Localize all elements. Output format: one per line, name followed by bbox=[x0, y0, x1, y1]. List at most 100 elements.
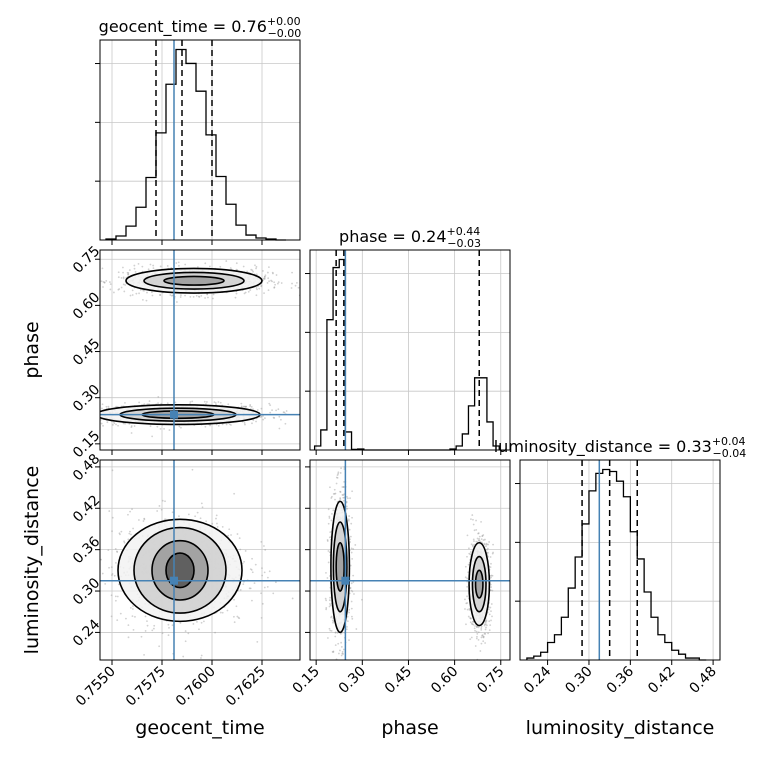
sample-point bbox=[145, 299, 148, 302]
sample-point bbox=[89, 412, 91, 414]
sample-point bbox=[468, 607, 471, 610]
sample-point bbox=[111, 530, 113, 533]
sample-point bbox=[126, 271, 129, 274]
sample-point bbox=[242, 265, 245, 268]
sample-point bbox=[233, 621, 236, 624]
sample-point bbox=[469, 553, 472, 556]
sample-point bbox=[295, 281, 298, 284]
sample-point bbox=[489, 624, 492, 627]
sample-point bbox=[327, 522, 330, 525]
sample-point bbox=[283, 411, 286, 414]
sample-point bbox=[178, 425, 181, 428]
sample-point bbox=[115, 423, 117, 426]
sample-point bbox=[472, 538, 475, 541]
sample-point bbox=[166, 402, 169, 405]
sample-point bbox=[465, 602, 468, 605]
sample-point bbox=[348, 515, 351, 517]
sample-point bbox=[488, 620, 491, 623]
sample-point bbox=[127, 273, 130, 275]
sample-point bbox=[347, 518, 350, 521]
sample-point bbox=[127, 272, 130, 274]
sample-point bbox=[325, 571, 327, 574]
sample-point bbox=[159, 427, 162, 430]
sample-point bbox=[128, 422, 131, 425]
sample-point bbox=[113, 291, 115, 294]
sample-point bbox=[133, 264, 136, 267]
panel-frame bbox=[309, 459, 511, 661]
sample-point bbox=[466, 585, 469, 588]
sample-point bbox=[240, 405, 243, 408]
sample-point bbox=[219, 611, 222, 614]
sample-point bbox=[328, 599, 331, 602]
contour-line bbox=[163, 275, 225, 286]
sample-point bbox=[485, 545, 487, 548]
sample-point bbox=[227, 403, 230, 406]
sample-point bbox=[245, 405, 247, 408]
sample-point bbox=[213, 401, 216, 404]
sample-point bbox=[483, 624, 486, 627]
sample-point bbox=[261, 574, 264, 577]
sample-point bbox=[351, 557, 354, 560]
sample-point bbox=[176, 301, 178, 303]
sample-point bbox=[255, 265, 258, 268]
x-axis-label-geocent_time: geocent_time bbox=[135, 717, 264, 739]
sample-point bbox=[79, 418, 81, 420]
sample-point bbox=[282, 411, 285, 414]
sample-point bbox=[125, 617, 127, 620]
sample-point bbox=[191, 400, 194, 403]
sample-point bbox=[146, 291, 148, 294]
sample-point bbox=[478, 539, 481, 542]
sample-point bbox=[160, 402, 163, 405]
sample-point bbox=[473, 627, 476, 630]
sample-point bbox=[350, 522, 353, 525]
sample-point bbox=[271, 409, 273, 412]
sample-point bbox=[85, 414, 87, 416]
sample-point bbox=[122, 283, 125, 286]
truth-marker bbox=[170, 410, 178, 419]
sample-point bbox=[284, 422, 287, 425]
sample-point bbox=[119, 533, 121, 536]
sample-point bbox=[351, 617, 354, 620]
sample-point bbox=[475, 540, 478, 543]
sample-point bbox=[469, 617, 472, 620]
sample-point bbox=[346, 625, 348, 628]
sample-point bbox=[133, 267, 136, 270]
sample-point bbox=[469, 621, 472, 624]
sample-point bbox=[134, 270, 137, 273]
sample-point bbox=[327, 637, 329, 639]
sample-point bbox=[146, 620, 148, 622]
sample-point bbox=[478, 535, 481, 538]
sample-point bbox=[221, 423, 224, 426]
sample-point bbox=[141, 265, 144, 268]
x-tick-label: 0.75 bbox=[474, 664, 507, 697]
sample-point bbox=[488, 629, 491, 632]
sample-point bbox=[472, 545, 474, 548]
panel-geocent_time-luminosity_distance bbox=[100, 460, 300, 660]
sample-point bbox=[263, 292, 265, 295]
sample-point bbox=[117, 424, 119, 427]
sample-point bbox=[158, 645, 161, 648]
sample-point bbox=[122, 271, 124, 274]
sample-point bbox=[256, 288, 258, 291]
sample-point bbox=[477, 532, 480, 534]
histogram-geocent_time bbox=[105, 48, 286, 241]
sample-point bbox=[330, 519, 333, 522]
sample-point bbox=[192, 296, 195, 298]
sample-point bbox=[107, 549, 110, 551]
sample-point bbox=[261, 602, 264, 605]
sample-point bbox=[219, 401, 222, 404]
sample-point bbox=[197, 295, 200, 298]
panel-frame bbox=[99, 459, 301, 661]
sample-point bbox=[477, 631, 480, 634]
sample-point bbox=[354, 544, 357, 546]
sample-point bbox=[47, 412, 49, 414]
sample-point bbox=[466, 608, 469, 611]
sample-point bbox=[252, 419, 255, 422]
title-plus: +0.04 bbox=[712, 435, 746, 448]
sample-point bbox=[203, 400, 206, 403]
sample-point bbox=[325, 606, 328, 609]
sample-point bbox=[489, 575, 492, 577]
sample-point bbox=[468, 547, 470, 550]
title-minus: −0.03 bbox=[447, 237, 481, 250]
